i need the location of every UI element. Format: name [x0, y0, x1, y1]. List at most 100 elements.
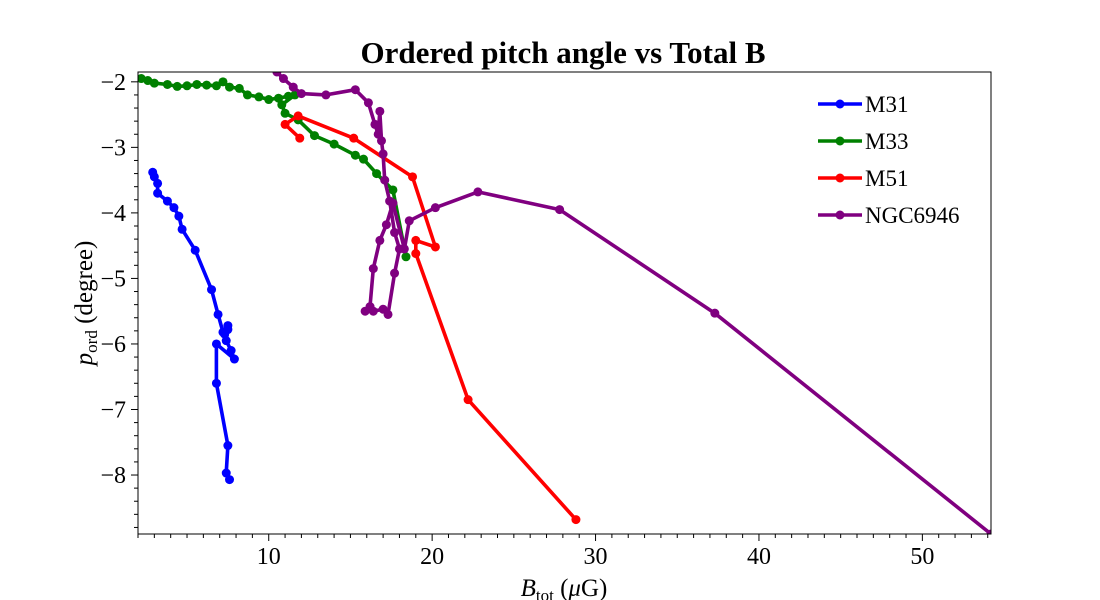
data-point-ngc6946	[370, 119, 380, 129]
data-point-m51	[293, 111, 303, 121]
y-tick-label: −3	[100, 135, 126, 161]
data-point-ngc6946	[288, 82, 298, 92]
data-point-ngc6946	[375, 235, 385, 245]
series-layer	[138, 72, 991, 534]
data-point-m33	[218, 77, 228, 87]
y-axis: −8 −7 −6 −5 −4 −3 −2	[100, 70, 138, 528]
data-point-ngc6946	[350, 85, 360, 95]
x-tick-label: 50	[910, 544, 934, 570]
data-point-m51	[280, 119, 290, 129]
data-point-m33	[401, 252, 411, 262]
data-point-ngc6946	[404, 216, 414, 226]
legend-label-ngc6946: NGC6946	[865, 203, 960, 228]
data-point-m31	[190, 245, 200, 255]
data-point-ngc6946	[388, 198, 398, 208]
data-point-m33	[359, 154, 369, 164]
data-point-m33	[277, 100, 287, 110]
data-point-m33	[309, 131, 319, 141]
x-tick-label: 20	[420, 544, 444, 570]
data-point-m33	[280, 108, 290, 118]
legend-label-m31: M31	[865, 92, 908, 117]
data-point-m31	[177, 224, 187, 234]
data-point-m31	[174, 211, 184, 221]
data-point-m33	[211, 81, 221, 91]
data-point-m33	[162, 79, 172, 89]
data-point-m33	[202, 80, 212, 90]
data-point-m33	[350, 150, 360, 160]
data-point-ngc6946	[278, 74, 288, 84]
data-point-m31	[153, 178, 163, 188]
data-point-ngc6946	[321, 90, 331, 100]
data-point-m31	[229, 354, 239, 364]
data-point-m33	[329, 139, 339, 149]
data-point-m33	[254, 92, 264, 102]
data-point-ngc6946	[368, 264, 378, 274]
data-point-m51	[295, 133, 305, 143]
data-point-ngc6946	[430, 203, 440, 213]
legend: M31 M33 M51 NGC6946	[818, 92, 960, 228]
data-point-m33	[264, 95, 274, 105]
x-tick-label: 40	[747, 544, 771, 570]
data-point-m31	[153, 188, 163, 198]
y-tick-label: −5	[100, 266, 126, 292]
data-point-m51	[408, 172, 418, 182]
data-point-m33	[182, 81, 192, 91]
data-point-ngc6946	[375, 106, 385, 116]
chart-title: Ordered pitch angle vs Total B	[360, 35, 765, 70]
y-tick-label: −2	[100, 70, 126, 96]
data-point-ngc6946	[378, 304, 388, 314]
data-point-m31	[223, 441, 233, 451]
data-point-m33	[225, 82, 235, 92]
x-axis: 10 20 30 40 50	[137, 534, 989, 570]
legend-label-m51: M51	[865, 166, 908, 191]
data-point-ngc6946	[473, 187, 483, 197]
data-point-m31	[223, 325, 233, 335]
x-axis-label: Btot (μG)	[521, 575, 608, 600]
data-point-ngc6946	[363, 98, 373, 108]
y-tick-label: −6	[100, 332, 126, 358]
data-point-m31	[226, 346, 236, 356]
data-point-ngc6946	[296, 89, 306, 99]
data-point-ngc6946	[710, 308, 720, 318]
data-point-m33	[242, 90, 252, 100]
legend-label-m33: M33	[865, 129, 908, 154]
data-point-m51	[411, 235, 421, 245]
legend-marker-m33	[835, 136, 845, 146]
data-point-ngc6946	[365, 302, 375, 312]
data-point-ngc6946	[378, 149, 388, 159]
series-line-m33	[139, 76, 408, 259]
data-point-m33	[388, 185, 398, 195]
data-point-m31	[207, 285, 217, 295]
plot-frame	[137, 71, 992, 535]
x-tick-label: 30	[584, 544, 608, 570]
data-point-m31	[169, 203, 179, 213]
data-point-ngc6946	[399, 244, 409, 254]
data-point-m31	[211, 378, 221, 388]
data-point-m33	[192, 79, 202, 89]
data-point-m31	[211, 339, 221, 349]
y-axis-label: pord (degree)	[71, 241, 101, 368]
data-point-ngc6946	[555, 205, 565, 215]
data-point-m51	[463, 395, 473, 405]
data-point-ngc6946	[381, 220, 391, 230]
data-point-m51	[411, 249, 421, 259]
data-point-ngc6946	[986, 529, 991, 534]
series-line-m51	[283, 114, 578, 522]
y-tick-label: −7	[100, 397, 126, 423]
series-line-m31	[150, 170, 237, 482]
data-point-m33	[149, 78, 159, 88]
data-point-m31	[221, 336, 231, 346]
data-point-m51	[349, 133, 359, 143]
legend-marker-ngc6946	[835, 210, 845, 220]
legend-marker-m51	[835, 173, 845, 183]
data-point-m31	[162, 196, 172, 206]
data-point-ngc6946	[376, 136, 386, 146]
data-point-m51	[430, 242, 440, 252]
legend-marker-m31	[835, 99, 845, 109]
data-point-m33	[372, 169, 382, 179]
data-point-ngc6946	[380, 175, 390, 185]
data-point-m31	[225, 475, 235, 485]
data-point-ngc6946	[390, 268, 400, 278]
data-point-ngc6946	[390, 228, 400, 238]
data-point-m33	[172, 81, 182, 91]
